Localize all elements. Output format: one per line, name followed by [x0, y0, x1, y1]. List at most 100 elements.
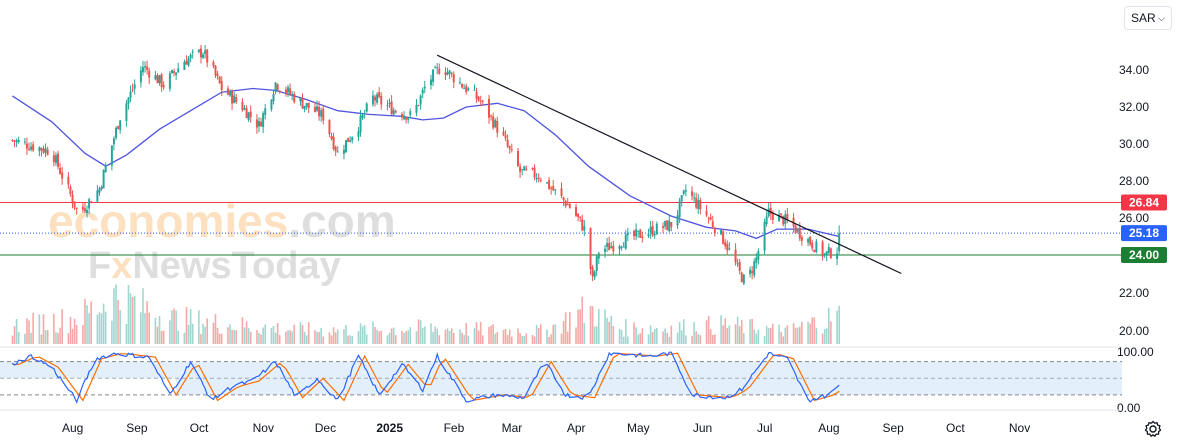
candle-body [639, 229, 642, 238]
candle-body [334, 147, 337, 152]
candle-body [487, 98, 490, 118]
volume-bar [305, 335, 308, 344]
candle-body [202, 54, 205, 58]
candle-body [158, 75, 161, 84]
candle [42, 145, 45, 154]
candle-body [722, 231, 725, 244]
volume-bar [539, 324, 542, 344]
candle [104, 162, 107, 173]
volume-bar [349, 335, 351, 344]
candle-body [546, 182, 549, 184]
candle-body [168, 73, 171, 89]
volume-bar [769, 327, 772, 344]
candle-body [131, 89, 134, 91]
candle [639, 228, 642, 238]
candle-body [392, 109, 395, 115]
candle [351, 136, 354, 144]
volume-bar [53, 313, 55, 344]
candle [160, 72, 163, 92]
candle-body [218, 76, 221, 83]
candle [637, 230, 640, 238]
candle-body [510, 148, 513, 150]
volume-bar [61, 309, 63, 344]
candle [57, 150, 60, 170]
volume-bar [314, 330, 316, 344]
candle [564, 199, 567, 209]
candle [591, 264, 594, 282]
volume-bar [807, 321, 809, 344]
candle [664, 220, 667, 230]
volume-bar [291, 331, 293, 344]
volume-bar [148, 312, 150, 344]
volume-bar [438, 335, 441, 344]
candle [44, 143, 47, 158]
candle [318, 100, 321, 121]
volume-bar [523, 335, 526, 344]
candle-body [566, 204, 569, 206]
candle [23, 137, 26, 145]
candle-body [61, 172, 64, 179]
candle [707, 216, 710, 224]
candle [374, 94, 377, 107]
chevron-down-icon: ⌵ [1158, 12, 1165, 23]
candle-body [127, 97, 130, 104]
candle-body [216, 74, 219, 77]
volume-bar [417, 319, 420, 344]
volume-bar [792, 323, 795, 344]
volume-bar [591, 306, 594, 344]
candle-body [115, 127, 118, 138]
downtrend-line[interactable] [436, 54, 902, 275]
candle [813, 249, 816, 253]
candle-body [336, 151, 339, 153]
candle-body [133, 84, 136, 89]
candle-body [199, 48, 202, 58]
candle [131, 83, 134, 93]
candle-body [463, 87, 466, 89]
volume-bar [133, 295, 136, 344]
candle-body [461, 83, 464, 88]
candle-body [800, 236, 803, 241]
candle-body [173, 71, 176, 73]
candle [328, 119, 331, 138]
time-tick-label: Feb [444, 421, 465, 435]
candle [755, 253, 758, 269]
volume-bar [664, 328, 666, 344]
candle [11, 139, 14, 143]
candle [216, 70, 219, 80]
volume-bar [461, 332, 463, 344]
gear-icon[interactable] [1143, 419, 1163, 439]
candle [432, 68, 435, 86]
candle [334, 145, 337, 157]
candle-body [419, 95, 422, 105]
candle-body [54, 155, 57, 163]
candle-body [11, 140, 14, 142]
candle [684, 184, 687, 197]
currency-select[interactable]: SAR ⌵ [1124, 6, 1172, 30]
volume-bar [581, 296, 584, 344]
volume-bar [30, 332, 32, 344]
candle-body [811, 242, 814, 249]
volume-bar [705, 320, 708, 344]
candle [67, 172, 70, 189]
candle-body [780, 213, 783, 215]
candle [28, 142, 31, 152]
volume-bar [554, 324, 557, 344]
candle [148, 67, 151, 85]
candle [740, 271, 743, 283]
time-tick-label: May [627, 421, 650, 435]
candle [519, 163, 522, 179]
candle [568, 202, 571, 209]
candle [330, 132, 333, 141]
volume-bar [496, 332, 499, 344]
candle [695, 192, 698, 210]
candle [141, 60, 144, 76]
candle-body [821, 241, 824, 257]
price-tick-label: 34.00 [1119, 63, 1149, 77]
candle-body [736, 263, 739, 265]
candle-body [313, 106, 316, 112]
volume-bar [531, 334, 534, 344]
candle-body [57, 153, 60, 167]
candle [467, 86, 470, 92]
candle-body [662, 226, 665, 228]
